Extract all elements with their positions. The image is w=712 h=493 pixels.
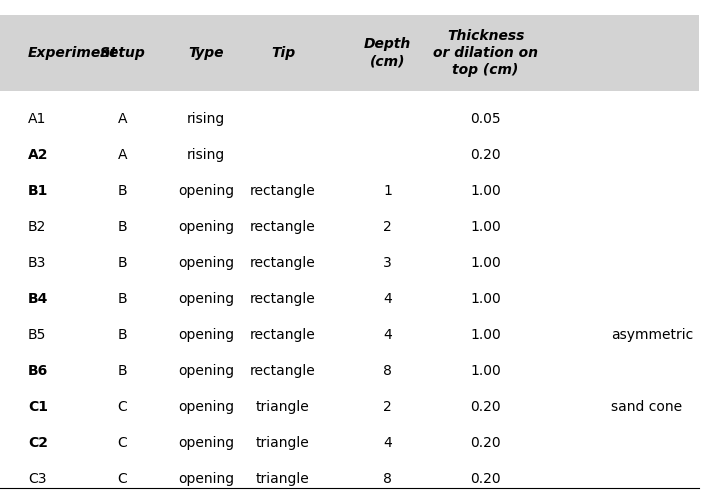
Text: C3: C3: [28, 472, 46, 486]
Text: 0.20: 0.20: [471, 148, 501, 162]
Text: 0.20: 0.20: [471, 400, 501, 414]
Text: triangle: triangle: [256, 436, 310, 450]
Text: 2: 2: [384, 400, 392, 414]
Text: triangle: triangle: [256, 400, 310, 414]
Text: B2: B2: [28, 220, 46, 234]
Text: 8: 8: [383, 472, 392, 486]
Text: Thickness
or dilation on
top (cm): Thickness or dilation on top (cm): [433, 29, 538, 77]
Text: B: B: [117, 292, 127, 306]
Text: opening: opening: [178, 256, 234, 270]
Text: C: C: [117, 400, 127, 414]
Text: B: B: [117, 184, 127, 198]
Text: Depth
(cm): Depth (cm): [364, 37, 412, 69]
Text: rising: rising: [187, 148, 225, 162]
Text: opening: opening: [178, 328, 234, 342]
Text: B1: B1: [28, 184, 48, 198]
Text: rectangle: rectangle: [250, 364, 316, 378]
Text: asymmetric: asymmetric: [612, 328, 693, 342]
Text: 1.00: 1.00: [470, 328, 501, 342]
Text: opening: opening: [178, 436, 234, 450]
Text: Type: Type: [189, 46, 224, 60]
Text: rectangle: rectangle: [250, 220, 316, 234]
Text: 1.00: 1.00: [470, 184, 501, 198]
Text: Experiment: Experiment: [28, 46, 117, 60]
Text: A2: A2: [28, 148, 48, 162]
Text: B4: B4: [28, 292, 48, 306]
Text: rectangle: rectangle: [250, 292, 316, 306]
Text: 1.00: 1.00: [470, 220, 501, 234]
Text: A1: A1: [28, 112, 46, 126]
Text: sand cone: sand cone: [612, 400, 683, 414]
Text: 4: 4: [384, 436, 392, 450]
Text: 4: 4: [384, 328, 392, 342]
Text: 0.20: 0.20: [471, 436, 501, 450]
Text: 1: 1: [383, 184, 392, 198]
Text: B: B: [117, 328, 127, 342]
Text: B: B: [117, 364, 127, 378]
Text: opening: opening: [178, 220, 234, 234]
Text: opening: opening: [178, 364, 234, 378]
Text: C1: C1: [28, 400, 48, 414]
Text: C: C: [117, 436, 127, 450]
Text: B3: B3: [28, 256, 46, 270]
FancyBboxPatch shape: [0, 15, 698, 91]
Text: opening: opening: [178, 292, 234, 306]
Text: B6: B6: [28, 364, 48, 378]
Text: B: B: [117, 220, 127, 234]
Text: Setup: Setup: [100, 46, 145, 60]
Text: rectangle: rectangle: [250, 328, 316, 342]
Text: rectangle: rectangle: [250, 256, 316, 270]
Text: opening: opening: [178, 400, 234, 414]
Text: 0.20: 0.20: [471, 472, 501, 486]
Text: 8: 8: [383, 364, 392, 378]
Text: 1.00: 1.00: [470, 256, 501, 270]
Text: 1.00: 1.00: [470, 364, 501, 378]
Text: B5: B5: [28, 328, 46, 342]
Text: C2: C2: [28, 436, 48, 450]
Text: opening: opening: [178, 472, 234, 486]
Text: A: A: [117, 148, 127, 162]
Text: A: A: [117, 112, 127, 126]
Text: 4: 4: [384, 292, 392, 306]
Text: opening: opening: [178, 184, 234, 198]
Text: triangle: triangle: [256, 472, 310, 486]
Text: rising: rising: [187, 112, 225, 126]
Text: 3: 3: [384, 256, 392, 270]
Text: C: C: [117, 472, 127, 486]
Text: rectangle: rectangle: [250, 184, 316, 198]
Text: B: B: [117, 256, 127, 270]
Text: Tip: Tip: [271, 46, 295, 60]
Text: 0.05: 0.05: [471, 112, 501, 126]
Text: 1.00: 1.00: [470, 292, 501, 306]
Text: 2: 2: [384, 220, 392, 234]
